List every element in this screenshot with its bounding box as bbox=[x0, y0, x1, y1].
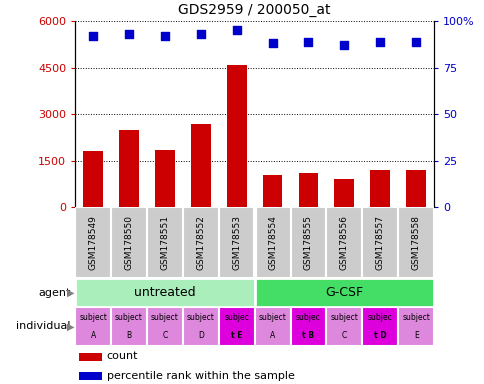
Bar bbox=[119, 130, 138, 207]
Text: GSM178558: GSM178558 bbox=[411, 215, 420, 270]
Bar bbox=[78, 372, 102, 380]
Text: D: D bbox=[197, 331, 203, 341]
Text: untreated: untreated bbox=[134, 286, 196, 299]
Text: GSM178551: GSM178551 bbox=[160, 215, 169, 270]
Text: GSM178557: GSM178557 bbox=[375, 215, 384, 270]
Bar bbox=[218, 207, 254, 278]
Point bbox=[268, 40, 276, 46]
Bar bbox=[147, 307, 182, 346]
Text: subjec: subjec bbox=[224, 313, 249, 323]
Bar bbox=[227, 65, 246, 207]
Bar bbox=[262, 175, 282, 207]
Point bbox=[161, 33, 168, 39]
Bar bbox=[83, 152, 103, 207]
Text: E: E bbox=[413, 331, 418, 341]
Bar bbox=[406, 170, 425, 207]
Bar bbox=[111, 307, 147, 346]
Text: GSM178549: GSM178549 bbox=[89, 215, 97, 270]
Bar bbox=[254, 278, 433, 307]
Bar bbox=[155, 150, 174, 207]
Bar bbox=[218, 307, 254, 346]
Text: percentile rank within the sample: percentile rank within the sample bbox=[106, 371, 294, 381]
Bar bbox=[290, 207, 326, 278]
Text: GSM178555: GSM178555 bbox=[303, 215, 312, 270]
Text: GSM178554: GSM178554 bbox=[268, 215, 276, 270]
Text: individual: individual bbox=[16, 321, 70, 331]
Point bbox=[232, 27, 240, 33]
Point bbox=[89, 33, 97, 39]
Text: t B: t B bbox=[302, 331, 314, 341]
Point bbox=[411, 38, 419, 45]
Point bbox=[304, 38, 312, 45]
Text: GSM178550: GSM178550 bbox=[124, 215, 133, 270]
Text: subject: subject bbox=[401, 313, 429, 323]
Bar bbox=[334, 179, 353, 207]
Text: subject: subject bbox=[115, 313, 143, 323]
Bar bbox=[147, 207, 182, 278]
Bar bbox=[326, 307, 362, 346]
Bar bbox=[254, 307, 290, 346]
Bar bbox=[397, 207, 433, 278]
Text: B: B bbox=[126, 331, 131, 341]
Bar bbox=[290, 307, 326, 346]
Text: subject: subject bbox=[79, 313, 107, 323]
Text: GSM178553: GSM178553 bbox=[232, 215, 241, 270]
Text: C: C bbox=[162, 331, 167, 341]
Bar bbox=[75, 207, 111, 278]
Bar bbox=[111, 207, 147, 278]
Text: subject: subject bbox=[186, 313, 214, 323]
Text: A: A bbox=[91, 331, 95, 341]
Title: GDS2959 / 200050_at: GDS2959 / 200050_at bbox=[178, 3, 330, 17]
Bar bbox=[75, 278, 254, 307]
Bar bbox=[370, 170, 389, 207]
Text: subject: subject bbox=[151, 313, 179, 323]
Text: count: count bbox=[106, 351, 138, 361]
Bar bbox=[362, 207, 397, 278]
Bar bbox=[78, 353, 102, 361]
Bar bbox=[182, 307, 218, 346]
Text: ▶: ▶ bbox=[67, 288, 74, 298]
Text: agent: agent bbox=[38, 288, 70, 298]
Bar bbox=[362, 307, 397, 346]
Bar bbox=[254, 207, 290, 278]
Text: subject: subject bbox=[330, 313, 358, 323]
Bar bbox=[298, 173, 318, 207]
Text: G-CSF: G-CSF bbox=[325, 286, 363, 299]
Bar bbox=[182, 207, 218, 278]
Text: subjec: subjec bbox=[295, 313, 320, 323]
Point bbox=[376, 38, 383, 45]
Text: subjec: subjec bbox=[367, 313, 392, 323]
Text: GSM178552: GSM178552 bbox=[196, 215, 205, 270]
Text: subject: subject bbox=[258, 313, 286, 323]
Text: ▶: ▶ bbox=[67, 321, 74, 331]
Bar bbox=[326, 207, 362, 278]
Text: t D: t D bbox=[373, 331, 386, 341]
Bar bbox=[191, 124, 210, 207]
Point bbox=[125, 31, 133, 37]
Bar bbox=[75, 307, 111, 346]
Text: C: C bbox=[341, 331, 346, 341]
Point bbox=[197, 31, 204, 37]
Text: t E: t E bbox=[230, 331, 242, 341]
Bar bbox=[397, 307, 433, 346]
Text: A: A bbox=[270, 331, 274, 341]
Point bbox=[340, 42, 348, 48]
Text: GSM178556: GSM178556 bbox=[339, 215, 348, 270]
